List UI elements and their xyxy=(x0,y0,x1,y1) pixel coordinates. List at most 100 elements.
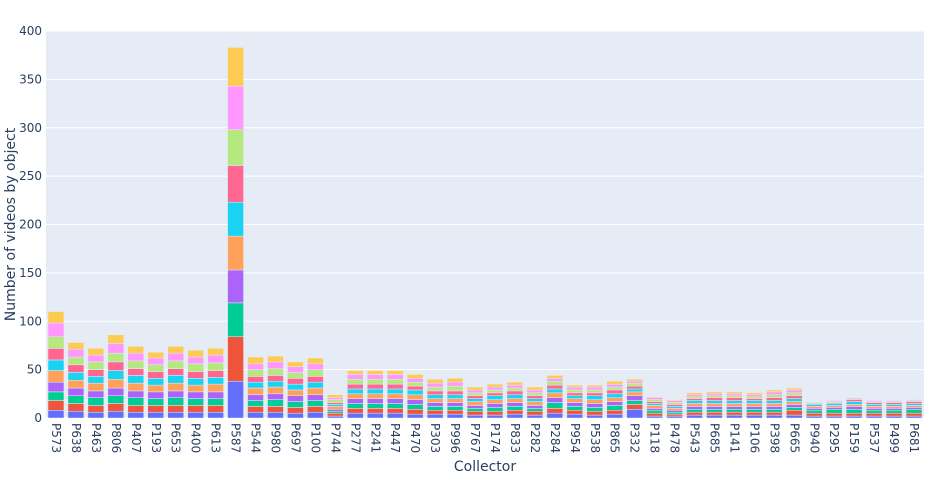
x-tick-label: P284 xyxy=(548,423,562,453)
bar-stack-P447 xyxy=(386,370,404,419)
bar-stack-P573 xyxy=(47,311,65,419)
bar-segment xyxy=(207,405,224,413)
bar-segment xyxy=(287,378,304,385)
bar-segment xyxy=(586,386,603,391)
bar-stack-P193 xyxy=(147,351,164,419)
bar-segment xyxy=(347,379,364,385)
bar-stack-P865 xyxy=(606,380,623,419)
bar-segment xyxy=(586,392,603,396)
bar-segment xyxy=(905,407,923,410)
bar-segment xyxy=(426,382,444,388)
bar-segment xyxy=(666,408,683,411)
bar-segment xyxy=(426,413,444,419)
bar-segment xyxy=(646,415,663,419)
bar-segment xyxy=(187,356,204,365)
y-tick-labels: 0 50 100 150 200 250 300 350 400 xyxy=(19,24,42,425)
bar-segment xyxy=(806,406,823,409)
bar-segment xyxy=(666,413,683,417)
bar-segment xyxy=(466,405,484,409)
bar-segment xyxy=(247,381,264,389)
x-tick-label: P499 xyxy=(887,423,901,453)
bar-segment xyxy=(87,390,105,398)
x-tick-label: P537 xyxy=(867,423,881,453)
bar-segment xyxy=(746,398,763,401)
bar-stack-P537 xyxy=(865,400,883,419)
bar-segment xyxy=(67,387,85,396)
bar-segment xyxy=(526,410,544,416)
bar-segment xyxy=(347,370,364,375)
bar-segment xyxy=(367,370,384,375)
bar-segment xyxy=(307,387,324,396)
x-tick-label: P118 xyxy=(648,423,662,453)
bar-segment xyxy=(307,411,324,419)
bar-segment xyxy=(446,410,464,415)
bar-stack-P665 xyxy=(786,387,803,419)
bar-stack-P543 xyxy=(686,392,703,419)
bar-segment xyxy=(406,413,424,419)
bar-stack-P100 xyxy=(307,357,324,419)
y-tick-label: 300 xyxy=(19,121,42,135)
bar-segment xyxy=(207,377,224,385)
bar-segment xyxy=(47,370,65,383)
bar-segment xyxy=(267,386,284,395)
bar-segment xyxy=(247,369,264,377)
bar-segment xyxy=(586,414,603,419)
bar-segment xyxy=(446,385,464,392)
bar-segment xyxy=(167,382,184,392)
bar-segment xyxy=(307,406,324,413)
bar-segment xyxy=(127,405,145,413)
bar-segment xyxy=(626,388,643,393)
bar-segment xyxy=(526,401,544,406)
bar-segment xyxy=(566,389,584,394)
bar-segment xyxy=(87,397,105,406)
y-tick-label: 150 xyxy=(19,266,42,280)
bar-segment xyxy=(67,342,85,350)
bar-segment xyxy=(566,402,584,407)
bar-stack-P996 xyxy=(446,378,464,419)
x-tick-label: P400 xyxy=(189,423,203,453)
bar-segment xyxy=(825,405,843,408)
bar-segment xyxy=(406,374,424,379)
x-tick-label: P544 xyxy=(249,423,263,453)
bar-segment xyxy=(706,397,723,401)
bar-segment xyxy=(865,415,883,419)
bar-segment xyxy=(307,363,324,370)
bar-segment xyxy=(227,380,244,419)
bar-segment xyxy=(227,269,244,304)
bar-segment xyxy=(367,388,384,395)
x-tick-label: P685 xyxy=(707,423,721,453)
x-tick-label: P697 xyxy=(288,423,302,453)
bar-segment xyxy=(167,390,184,398)
bar-segment xyxy=(127,360,145,369)
bar-segment xyxy=(845,401,863,405)
bar-segment xyxy=(207,370,224,378)
bar-segment xyxy=(446,402,464,407)
bar-stack-P940 xyxy=(806,402,823,419)
x-tick-label: P638 xyxy=(69,423,83,453)
bar-stack-P463 xyxy=(87,348,105,419)
x-tick-label: P470 xyxy=(408,423,422,453)
bar-segment xyxy=(47,410,65,419)
bar-segment xyxy=(287,372,304,379)
bar-segment xyxy=(686,411,703,416)
bar-stack-P106 xyxy=(746,392,763,419)
x-tick-label: P463 xyxy=(89,423,103,453)
bar-segment xyxy=(386,388,404,395)
bar-segment xyxy=(247,406,264,413)
bar-segment xyxy=(187,350,204,358)
bar-segment xyxy=(347,412,364,419)
bar-segment xyxy=(127,397,145,406)
x-tick-label: P407 xyxy=(129,423,143,453)
bar-segment xyxy=(367,374,384,380)
x-tick-label: P100 xyxy=(308,423,322,453)
bar-stack-P282 xyxy=(526,386,544,419)
bar-segment xyxy=(426,410,444,415)
bar-segment xyxy=(406,378,424,383)
bar-segment xyxy=(307,394,324,401)
bar-segment xyxy=(666,400,683,403)
bar-segment xyxy=(686,394,703,397)
bar-segment xyxy=(406,399,424,405)
bar-stack-P141 xyxy=(726,391,743,419)
bar-segment xyxy=(506,413,524,419)
